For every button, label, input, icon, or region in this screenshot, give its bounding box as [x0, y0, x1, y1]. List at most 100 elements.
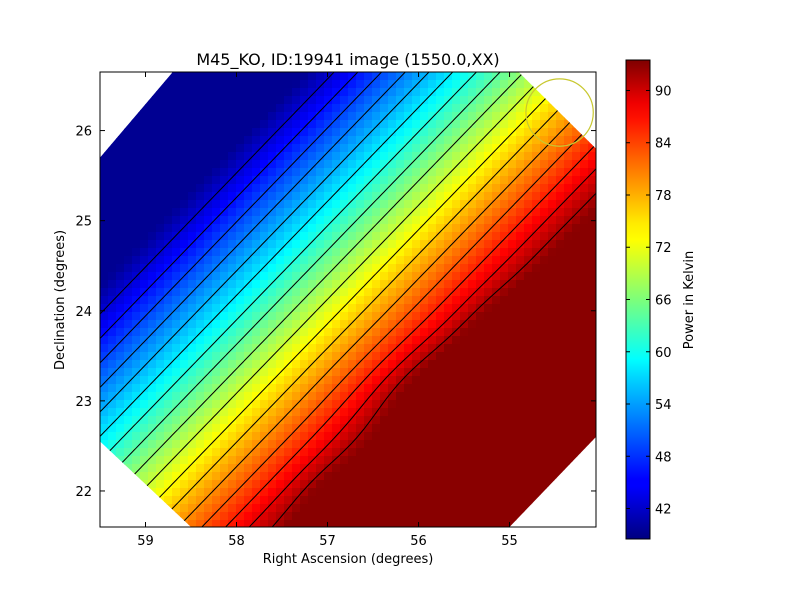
heatmap-cell	[380, 232, 389, 241]
heatmap-cell	[572, 464, 581, 473]
heatmap-cell	[292, 72, 301, 81]
heatmap-cell	[572, 384, 581, 393]
heatmap-cell	[276, 88, 285, 97]
heatmap-cell	[580, 496, 589, 505]
heatmap-cell	[100, 392, 109, 401]
heatmap-cell	[484, 368, 493, 377]
heatmap-cell	[372, 296, 381, 305]
heatmap-cell	[244, 248, 253, 257]
heatmap-cell	[404, 272, 413, 281]
heatmap-cell	[324, 296, 333, 305]
heatmap-cell	[372, 240, 381, 249]
heatmap-cell	[300, 264, 309, 273]
heatmap-cell	[100, 328, 109, 337]
heatmap-cell	[340, 440, 349, 449]
heatmap-cell	[292, 240, 301, 249]
heatmap-cell	[468, 208, 477, 217]
heatmap-cell	[540, 480, 549, 489]
heatmap-cell	[268, 496, 277, 505]
heatmap-cell	[156, 256, 165, 265]
heatmap-cell	[284, 408, 293, 417]
heatmap-cell	[404, 176, 413, 185]
heatmap-cell	[340, 136, 349, 145]
heatmap-cell	[524, 280, 533, 289]
heatmap-cell	[212, 264, 221, 273]
heatmap-cell	[156, 144, 165, 153]
heatmap-cell	[500, 160, 509, 169]
heatmap-cell	[172, 288, 181, 297]
heatmap-cell	[236, 72, 245, 81]
heatmap-cell	[364, 456, 373, 465]
heatmap-cell	[372, 104, 381, 113]
heatmap-cell	[396, 384, 405, 393]
heatmap-cell	[516, 488, 525, 497]
heatmap-cell	[324, 96, 333, 105]
heatmap-cell	[372, 152, 381, 161]
heatmap-cell	[460, 120, 469, 129]
heatmap-cell	[380, 504, 389, 513]
heatmap-cell	[148, 232, 157, 241]
heatmap-cell	[588, 272, 596, 281]
heatmap-cell	[220, 296, 229, 305]
heatmap-cell	[428, 472, 437, 481]
heatmap-cell	[500, 480, 509, 489]
heatmap-cell	[484, 280, 493, 289]
heatmap-cell	[524, 504, 533, 513]
heatmap-cell	[124, 456, 133, 465]
heatmap-cell	[308, 152, 317, 161]
heatmap-cell	[180, 208, 189, 217]
heatmap-cell	[340, 208, 349, 217]
heatmap-cell	[372, 448, 381, 457]
heatmap-cell	[500, 464, 509, 473]
heatmap-cell	[284, 320, 293, 329]
heatmap-cell	[564, 288, 573, 297]
heatmap-cell	[236, 128, 245, 137]
heatmap-cell	[364, 80, 373, 89]
heatmap-cell	[564, 448, 573, 457]
heatmap-cell	[332, 176, 341, 185]
heatmap-cell	[164, 152, 173, 161]
heatmap-cell	[260, 520, 269, 527]
contour-line	[100, 72, 525, 511]
heatmap-cell	[324, 368, 333, 377]
heatmap-cell	[364, 112, 373, 121]
heatmap-cell	[452, 472, 461, 481]
heatmap-cell	[548, 480, 557, 489]
heatmap-cell	[508, 304, 517, 313]
heatmap-cell	[388, 168, 397, 177]
heatmap-cell	[156, 328, 165, 337]
heatmap-cell	[148, 392, 157, 401]
heatmap-cell	[388, 304, 397, 313]
heatmap-cell	[252, 272, 261, 281]
heatmap-cell	[140, 384, 149, 393]
heatmap-cell	[220, 456, 229, 465]
heatmap-cell	[588, 312, 596, 321]
heatmap-cell	[564, 176, 573, 185]
heatmap-cell	[492, 272, 501, 281]
heatmap-cell	[300, 304, 309, 313]
heatmap-cell	[500, 152, 509, 161]
heatmap-cell	[468, 216, 477, 225]
heatmap-cell	[308, 440, 317, 449]
heatmap-cell	[316, 288, 325, 297]
heatmap-cell	[516, 280, 525, 289]
heatmap-cell	[332, 376, 341, 385]
heatmap-cell	[340, 248, 349, 257]
heatmap-cell	[204, 288, 213, 297]
heatmap-cell	[484, 296, 493, 305]
heatmap-cell	[340, 464, 349, 473]
heatmap-cell	[260, 472, 269, 481]
heatmap-cell	[212, 304, 221, 313]
heatmap-cell	[308, 96, 317, 105]
heatmap-cell	[260, 256, 269, 265]
contour-line	[100, 72, 382, 364]
heatmap-cell	[228, 272, 237, 281]
heatmap-cell	[148, 504, 157, 513]
heatmap-cell	[540, 456, 549, 465]
heatmap-cell	[188, 344, 197, 353]
heatmap-cell	[404, 224, 413, 233]
heatmap-cell	[124, 424, 133, 433]
heatmap-cell	[172, 136, 181, 145]
heatmap-cell	[140, 440, 149, 449]
heatmap-cell	[300, 72, 309, 81]
